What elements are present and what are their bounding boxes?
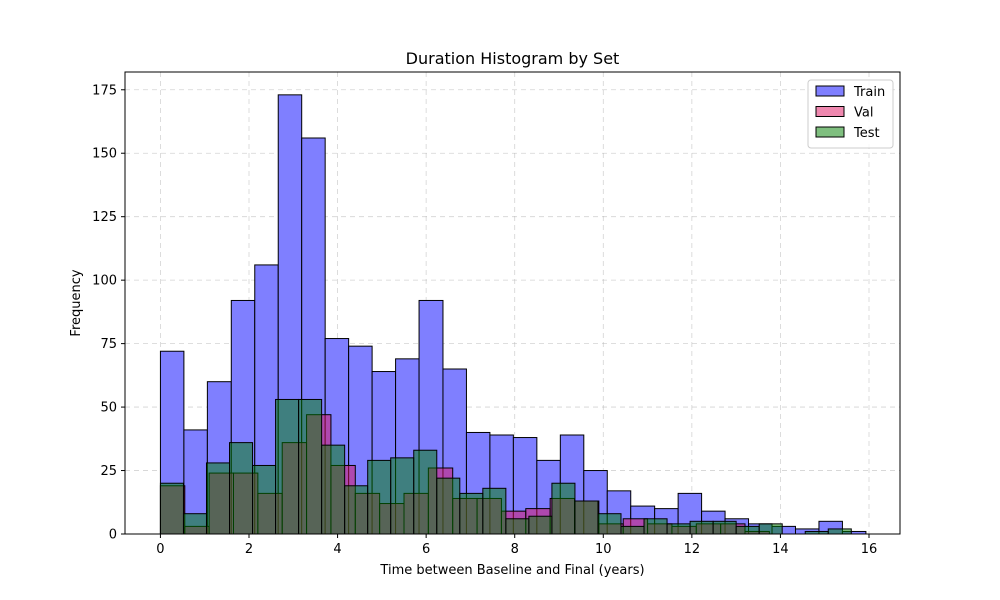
legend-label-train: Train <box>853 85 885 100</box>
legend-label-val: Val <box>854 106 873 121</box>
bar-test <box>321 444 346 535</box>
bar-test <box>505 518 530 535</box>
x-tick-label: 10 <box>595 542 612 557</box>
x-axis-title: Time between Baseline and Final (years) <box>379 563 644 578</box>
bar-test <box>459 492 484 535</box>
x-tick-label: 2 <box>245 542 253 557</box>
series-test <box>159 398 852 535</box>
bar-test <box>159 482 184 535</box>
bar-test <box>252 464 277 535</box>
bar-test <box>574 500 599 535</box>
y-tick-label: 125 <box>92 210 117 225</box>
chart-title: Duration Histogram by Set <box>406 49 620 68</box>
bar-test <box>205 462 231 535</box>
x-axis-ticks: 0 2 4 6 8 10 12 14 16 <box>156 534 877 557</box>
y-axis-title: Frequency <box>69 269 84 336</box>
bar-test <box>344 485 369 535</box>
plot-frame <box>124 71 901 535</box>
y-tick-label: 100 <box>92 274 117 289</box>
x-tick-label: 12 <box>684 542 701 557</box>
bar-test <box>666 523 691 535</box>
bar-test <box>528 515 553 535</box>
bar-test <box>735 525 760 535</box>
y-tick-label: 0 <box>109 528 117 543</box>
bar-test <box>643 518 668 535</box>
x-tick-label: 8 <box>511 542 519 557</box>
legend: Train Val Test <box>807 79 894 149</box>
y-tick-label: 50 <box>100 401 117 416</box>
bar-test <box>182 513 207 535</box>
y-tick-label: 175 <box>92 83 117 98</box>
bar-test <box>551 482 576 535</box>
bar-test <box>712 520 737 535</box>
bar-test <box>827 528 852 535</box>
legend-swatch-train <box>815 85 845 97</box>
y-tick-label: 150 <box>92 147 117 162</box>
bar-test <box>275 398 300 535</box>
bar-test <box>390 457 415 535</box>
histogram-bars <box>159 94 867 535</box>
x-tick-label: 0 <box>156 542 164 557</box>
bar-test <box>367 459 392 535</box>
bar-test <box>298 398 323 535</box>
x-tick-label: 16 <box>861 542 878 557</box>
legend-swatch-test <box>815 126 845 138</box>
legend-label-test: Test <box>853 126 880 141</box>
bar-test <box>229 442 254 535</box>
bar-test <box>758 523 783 535</box>
legend-swatch-val <box>815 106 845 117</box>
y-tick-label: 75 <box>100 337 117 352</box>
x-tick-label: 4 <box>333 542 341 557</box>
bar-test <box>436 477 461 535</box>
bar-test <box>597 513 622 535</box>
bar-test <box>413 449 438 535</box>
bar-test <box>482 487 507 535</box>
y-tick-label: 25 <box>100 464 117 479</box>
bar-test <box>689 520 714 535</box>
x-tick-label: 14 <box>772 542 789 557</box>
bar-test <box>620 525 645 535</box>
y-axis-ticks: 0 25 50 75 100 125 150 175 <box>92 83 125 543</box>
x-tick-label: 6 <box>422 542 430 557</box>
